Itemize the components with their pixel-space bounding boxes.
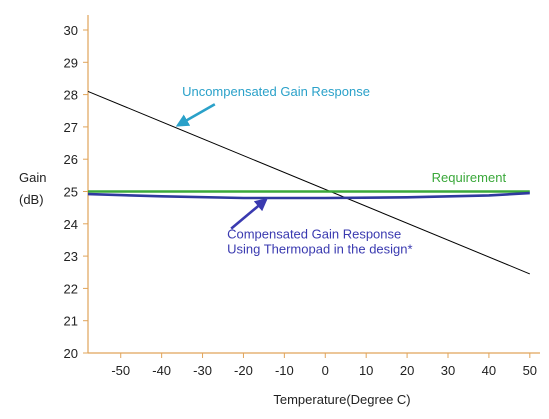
y-tick-label: 20 [64,346,78,361]
annotation-arrow-uncompensated_label [175,103,216,127]
y-tick-label: 24 [64,217,78,232]
x-tick-label: 40 [482,363,496,378]
y-tick-label: 21 [64,314,78,329]
x-tick-label: -20 [234,363,253,378]
x-axis-label: Temperature(Degree C) [273,392,410,407]
x-tick-label: -30 [193,363,212,378]
y-tick-label: 26 [64,152,78,167]
x-tick-label: 0 [322,363,329,378]
x-axis-ticks: -50 -40 -30 -20 -10 0 10 20 30 40 50 [111,353,537,378]
y-tick-label: 25 [64,185,78,200]
axes [87,15,540,354]
y-tick-label: 23 [64,249,78,264]
x-tick-label: 10 [359,363,373,378]
x-tick-label: 50 [523,363,537,378]
y-axis-label-unit: (dB) [19,192,44,207]
y-tick-label: 22 [64,281,78,296]
annotation-arrow-compensated_label [230,197,268,230]
y-tick-label: 28 [64,88,78,103]
x-tick-label: -40 [152,363,171,378]
y-tick-label: 29 [64,55,78,70]
annotation-uncompensated_label-line-0: Uncompensated Gain Response [182,84,370,99]
annotation-requirement_label-line-0: Requirement [432,170,507,185]
x-tick-label: -10 [275,363,294,378]
x-tick-label: 20 [400,363,414,378]
series-line-compensated [87,191,530,200]
series-group [87,90,530,275]
y-axis-label-gain: Gain [19,170,46,185]
y-tick-label: 30 [64,23,78,38]
y-axis-ticks: 20 21 22 23 24 25 26 27 28 29 30 [64,23,88,361]
series-line-uncompensated [87,90,530,275]
annotation-compensated_label-line-0: Compensated Gain Response [227,226,401,241]
x-tick-label: 30 [441,363,455,378]
y-tick-label: 27 [64,120,78,135]
annotation-compensated_label-line-1: Using Thermopad in the design* [227,241,413,256]
x-tick-label: -50 [111,363,130,378]
annotations: Uncompensated Gain Response Requirement Co… [175,84,507,256]
